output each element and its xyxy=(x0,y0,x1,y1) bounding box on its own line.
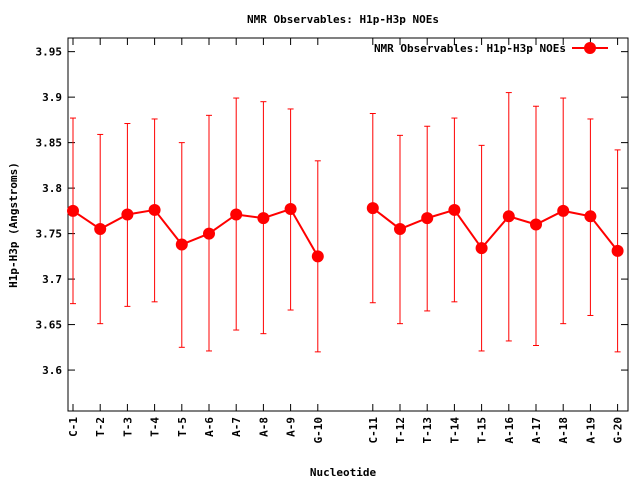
y-tick-label: 3.65 xyxy=(36,319,63,332)
x-tick-label: A-8 xyxy=(257,417,270,437)
data-point xyxy=(502,210,515,223)
series-line xyxy=(72,207,619,257)
y-tick-label: 3.8 xyxy=(42,182,62,195)
legend-label: NMR Observables: H1p-H3p NOEs xyxy=(374,42,566,55)
data-point xyxy=(67,204,79,217)
x-tick-label: T-3 xyxy=(121,417,134,437)
x-tick-label: A-18 xyxy=(557,417,570,444)
y-tick-label: 3.95 xyxy=(36,46,63,59)
x-tick-label: A-7 xyxy=(230,417,243,437)
data-point xyxy=(475,242,488,255)
data-point xyxy=(448,203,461,216)
series-points xyxy=(67,202,624,263)
y-tick-label: 3.85 xyxy=(36,137,63,150)
x-tick-label: A-19 xyxy=(584,417,597,444)
data-point xyxy=(284,203,297,216)
series-segment xyxy=(372,207,619,252)
y-tick-label: 3.7 xyxy=(42,273,62,286)
x-tick-label: A-16 xyxy=(503,417,516,444)
x-tick-label: T-13 xyxy=(421,417,434,444)
x-tick-label: T-12 xyxy=(394,417,407,444)
legend: NMR Observables: H1p-H3p NOEs xyxy=(374,42,608,55)
data-point xyxy=(175,238,188,251)
data-point xyxy=(611,244,624,257)
y-tick-label: 3.9 xyxy=(42,91,62,104)
data-point xyxy=(94,223,107,236)
y-tick-label: 3.6 xyxy=(42,364,62,377)
chart-title: NMR Observables: H1p-H3p NOEs xyxy=(247,13,439,26)
x-tick-label: T-14 xyxy=(448,417,461,444)
data-point xyxy=(366,202,379,215)
x-axis-label: Nucleotide xyxy=(310,466,377,479)
y-tick-label: 3.75 xyxy=(36,228,63,241)
x-tick-label: A-6 xyxy=(203,417,216,437)
data-point xyxy=(148,203,161,216)
data-point xyxy=(394,223,406,236)
x-tick-label: T-2 xyxy=(94,417,107,437)
plot-area xyxy=(67,37,629,412)
x-tick-label: G-20 xyxy=(612,417,625,444)
data-point xyxy=(584,210,597,223)
x-tick-label: G-10 xyxy=(312,417,325,444)
y-axis: 3.6 3.65 3.7 3.75 3.8 3.85 3.9 3.95 xyxy=(36,46,628,377)
x-tick-label: A-17 xyxy=(530,417,543,444)
x-tick-label: T-4 xyxy=(149,417,162,437)
data-point xyxy=(121,208,134,221)
data-point xyxy=(530,218,542,231)
data-point xyxy=(311,250,324,263)
data-point xyxy=(421,212,434,225)
x-tick-label: T-5 xyxy=(176,417,189,437)
data-point xyxy=(230,208,243,221)
x-axis: C-1 T-2 T-3 T-4 T-5 A-6 A-7 A-8 A-9 G-10 C-11 T-12 T… xyxy=(67,38,625,444)
x-tick-label: T-15 xyxy=(476,417,489,444)
data-point xyxy=(557,204,570,217)
x-tick-label: C-1 xyxy=(67,417,80,437)
series-segment xyxy=(72,207,319,257)
legend-marker xyxy=(584,42,596,54)
data-point xyxy=(203,227,215,240)
x-tick-label: A-9 xyxy=(285,417,298,437)
x-tick-label: C-11 xyxy=(367,417,380,444)
y-axis-label: H1p-H3p (Angstroms) xyxy=(7,162,20,288)
data-point xyxy=(257,212,270,225)
